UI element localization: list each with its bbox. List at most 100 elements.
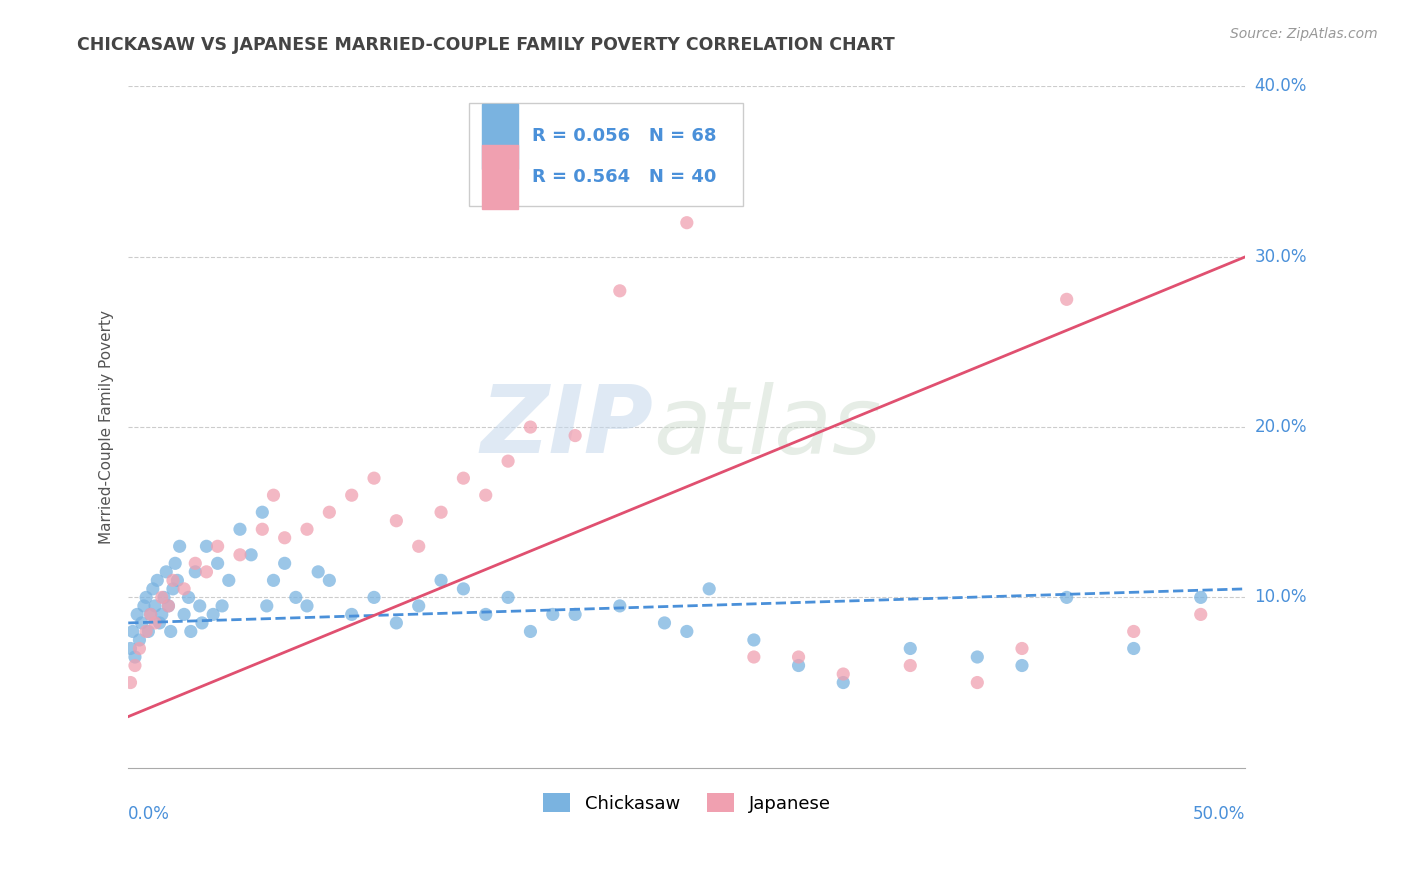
Point [120, 675, 142, 690]
Text: Source: ZipAtlas.com: Source: ZipAtlas.com [1230, 27, 1378, 41]
Point [184, 565, 207, 579]
Point [263, 574, 285, 588]
Point [165, 557, 187, 571]
Text: 10.0%: 10.0% [1254, 589, 1306, 607]
Point [609, 284, 631, 298]
Point [211, 599, 233, 613]
Point [1056, 293, 1078, 307]
Point [159, 624, 181, 639]
Point [143, 599, 166, 613]
Point [191, 615, 214, 630]
Point [284, 591, 307, 605]
Text: CHICKASAW VS JAPANESE MARRIED-COUPLE FAMILY POVERTY CORRELATION CHART: CHICKASAW VS JAPANESE MARRIED-COUPLE FAM… [77, 36, 896, 54]
Point [153, 591, 176, 605]
Point [139, 607, 162, 622]
Point [146, 574, 169, 588]
Point [474, 607, 496, 622]
Text: 30.0%: 30.0% [1254, 248, 1306, 266]
Point [966, 675, 988, 690]
Point [143, 615, 166, 630]
Point [295, 522, 318, 536]
Point [135, 591, 157, 605]
Point [430, 505, 453, 519]
Text: 20.0%: 20.0% [1254, 418, 1306, 436]
Point [184, 557, 207, 571]
Point [273, 557, 295, 571]
Point [564, 607, 586, 622]
Point [966, 650, 988, 665]
Point [474, 488, 496, 502]
Point [128, 632, 150, 647]
Point [252, 505, 274, 519]
Point [295, 599, 318, 613]
Point [1011, 641, 1033, 656]
Point [676, 216, 699, 230]
Point [564, 428, 586, 442]
Point [139, 607, 162, 622]
Point [157, 599, 180, 613]
Text: R = 0.564   N = 40: R = 0.564 N = 40 [531, 168, 716, 186]
Point [654, 615, 676, 630]
Point [177, 591, 200, 605]
Point [127, 607, 149, 622]
Point [363, 591, 385, 605]
Point [263, 488, 285, 502]
Point [898, 641, 921, 656]
Point [256, 599, 278, 613]
Point [742, 632, 765, 647]
Point [131, 615, 153, 630]
FancyBboxPatch shape [470, 103, 742, 206]
Point [519, 624, 541, 639]
Point [408, 599, 430, 613]
Point [453, 471, 475, 485]
Point [496, 591, 519, 605]
Point [162, 574, 184, 588]
Point [124, 650, 146, 665]
Point [150, 591, 173, 605]
Point [742, 650, 765, 665]
Point [408, 539, 430, 553]
Point [340, 607, 363, 622]
Point [363, 471, 385, 485]
Point [252, 522, 274, 536]
Point [318, 505, 340, 519]
Point [1189, 607, 1212, 622]
Point [157, 599, 180, 613]
Point [150, 607, 173, 622]
Text: atlas: atlas [654, 382, 882, 473]
Point [1011, 658, 1033, 673]
Text: 40.0%: 40.0% [1254, 78, 1306, 95]
Point [832, 675, 855, 690]
Point [307, 565, 329, 579]
Point [1122, 624, 1144, 639]
Text: R = 0.056   N = 68: R = 0.056 N = 68 [531, 128, 716, 145]
Point [128, 641, 150, 656]
Point [898, 658, 921, 673]
Point [207, 557, 229, 571]
Point [195, 539, 218, 553]
Point [142, 582, 165, 596]
Point [787, 658, 810, 673]
Point [385, 615, 408, 630]
Point [519, 420, 541, 434]
Point [240, 548, 263, 562]
Point [385, 514, 408, 528]
Point [676, 624, 699, 639]
Point [138, 624, 160, 639]
Point [173, 607, 195, 622]
Point [1056, 591, 1078, 605]
Point [195, 565, 218, 579]
Point [207, 539, 229, 553]
Point [188, 599, 211, 613]
Point [148, 615, 170, 630]
Point [340, 488, 363, 502]
Point [273, 531, 295, 545]
Point [229, 522, 252, 536]
Legend: Chickasaw, Japanese: Chickasaw, Japanese [536, 786, 838, 820]
Point [1122, 641, 1144, 656]
Point [541, 607, 564, 622]
Point [496, 454, 519, 468]
Point [202, 607, 225, 622]
Point [229, 548, 252, 562]
Point [832, 667, 855, 681]
